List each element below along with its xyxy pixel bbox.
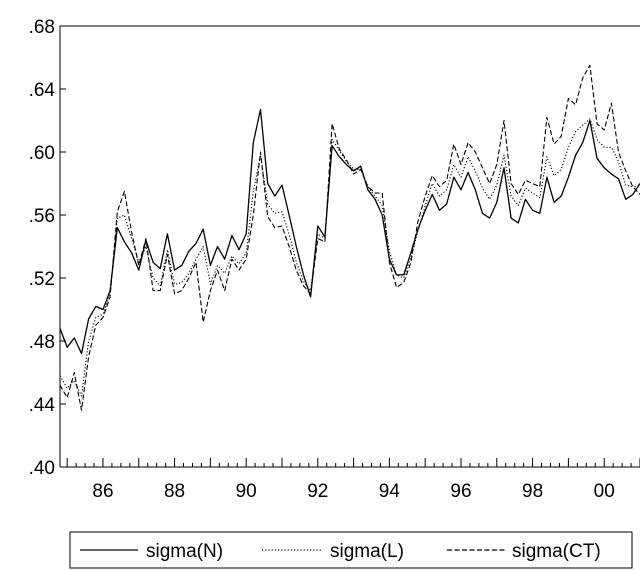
x-tick-label: 90: [236, 481, 257, 502]
x-tick-label: 86: [92, 481, 113, 502]
legend-label-sigma-l: sigma(L): [330, 541, 404, 562]
x-tick-label: 92: [307, 481, 328, 502]
y-tick-label: .56: [29, 206, 55, 227]
legend-box: [69, 531, 633, 569]
x-tick-label: 94: [379, 481, 401, 502]
x-tick-label: 00: [594, 481, 615, 502]
y-tick-label: .48: [29, 332, 55, 353]
series-line-sigman: [59, 108, 640, 355]
legend: sigma(N) sigma(L) sigma(CT): [69, 531, 633, 569]
y-axis-ticks: .40 .44 .48 .52 .56 .60 .64 .68: [29, 17, 66, 479]
y-tick-label: .60: [29, 143, 55, 164]
series-line-sigmal: [59, 118, 640, 397]
legend-label-sigma-ct: sigma(CT): [512, 541, 601, 562]
x-tick-label: 98: [522, 481, 543, 502]
y-tick-label: .44: [29, 395, 56, 416]
y-tick-label: .52: [29, 269, 55, 290]
series-line-sigmact: [59, 64, 640, 411]
x-tick-label: 96: [450, 481, 471, 502]
series-lines: [59, 64, 640, 411]
y-tick-label: .40: [29, 458, 55, 479]
y-tick-label: .64: [29, 80, 56, 101]
y-tick-label: .68: [29, 17, 55, 38]
legend-label-sigma-n: sigma(N): [146, 541, 223, 562]
x-tick-label: 88: [164, 481, 185, 502]
x-axis-ticks: 86 88 90 92 94 96 98 00: [66, 458, 640, 502]
